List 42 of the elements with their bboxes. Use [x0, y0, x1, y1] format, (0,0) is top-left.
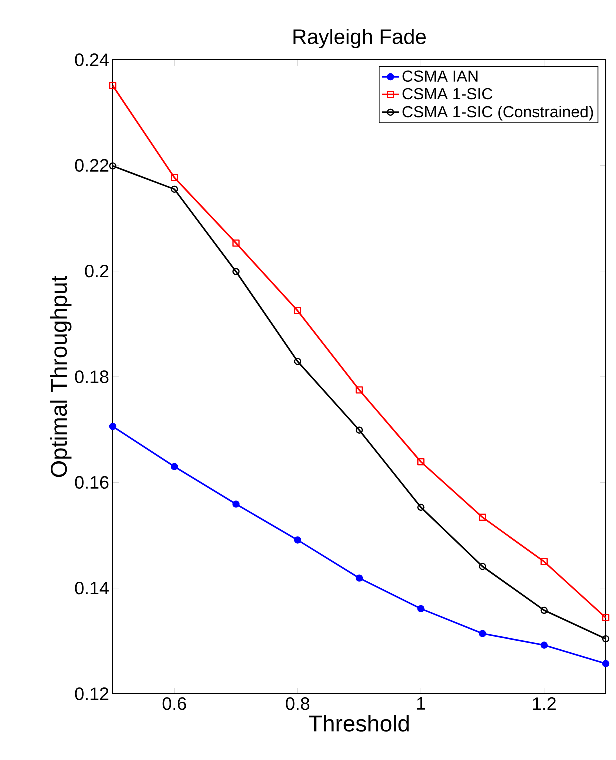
y-tick-label: 0.24 — [75, 54, 109, 66]
x-tick-label: 0.6 — [162, 698, 186, 710]
x-tick-label: 1 — [418, 698, 426, 710]
chart-title: Rayleigh Fade — [294, 28, 426, 48]
point — [479, 514, 486, 522]
point — [171, 186, 178, 194]
y-tick-label: 0.14 — [75, 582, 109, 595]
x-tick-label: 1.2 — [533, 698, 556, 710]
point — [540, 642, 548, 649]
x-tick-label: 0.8 — [286, 698, 310, 710]
point — [602, 614, 610, 622]
point — [294, 536, 302, 544]
legend-label: CSMA 1-SIC — [402, 88, 493, 100]
point — [232, 268, 240, 276]
point — [602, 660, 610, 668]
point — [294, 307, 302, 315]
point — [109, 423, 117, 430]
y-tick-label: 0.22 — [75, 159, 109, 172]
point — [232, 240, 240, 247]
point — [418, 458, 425, 466]
y-tick-label: 0.18 — [75, 370, 109, 384]
point — [540, 606, 548, 614]
point — [418, 504, 425, 512]
point — [356, 574, 364, 582]
y-tick-label: 0.2 — [85, 264, 109, 278]
legend-label: CSMA 1-SIC (Constrained) — [402, 106, 594, 121]
point — [479, 630, 486, 638]
point — [109, 82, 117, 90]
point — [171, 174, 178, 182]
legend-label: CSMA IAN — [402, 70, 478, 82]
point — [356, 426, 364, 434]
point — [356, 386, 364, 394]
y-tick-label: 0.16 — [75, 476, 109, 490]
point — [294, 358, 302, 366]
y-axis-title: Optimal Throughput — [50, 276, 72, 478]
point — [479, 563, 486, 570]
point — [418, 605, 425, 613]
point — [171, 463, 178, 470]
y-tick-label: 0.12 — [75, 688, 109, 700]
x-axis-title: Threshold — [309, 715, 409, 732]
point — [232, 500, 240, 508]
point — [540, 558, 548, 566]
